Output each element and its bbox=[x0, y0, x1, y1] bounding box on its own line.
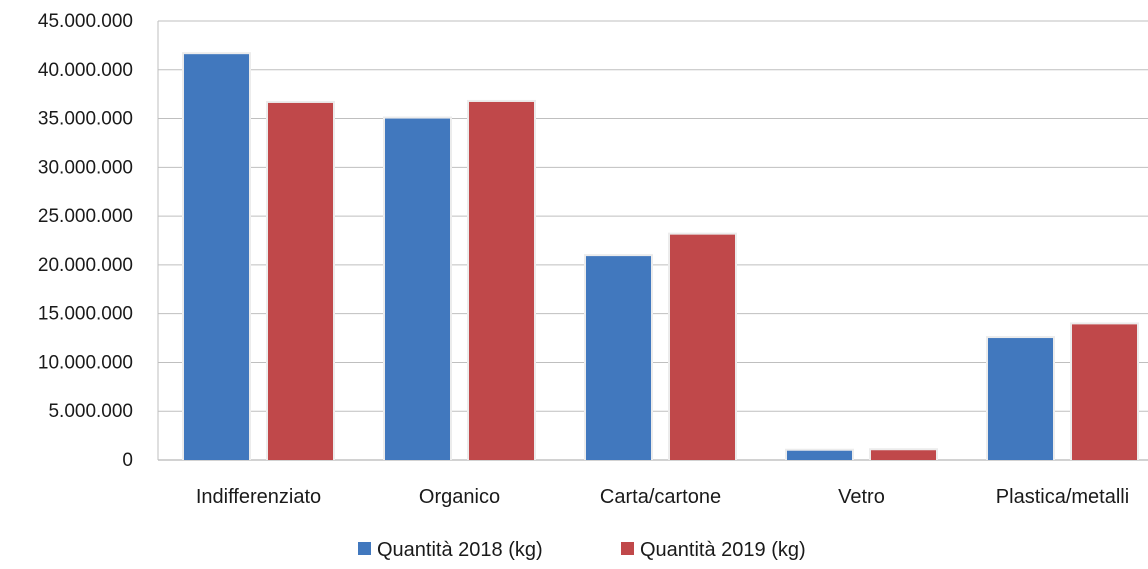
y-tick-label: 25.000.000 bbox=[38, 206, 133, 227]
legend-swatch bbox=[621, 542, 634, 555]
y-tick-label: 5.000.000 bbox=[48, 401, 133, 422]
bar bbox=[871, 450, 936, 460]
x-tick-label: Plastica/metalli bbox=[996, 486, 1129, 508]
bar bbox=[670, 234, 735, 460]
x-tick-label: Organico bbox=[419, 486, 500, 508]
y-tick-label: 30.000.000 bbox=[38, 157, 133, 178]
x-tick-label: Carta/cartone bbox=[600, 486, 721, 508]
bar bbox=[469, 101, 534, 461]
bar bbox=[268, 102, 333, 461]
bar bbox=[184, 54, 249, 461]
legend: Quantità 2018 (kg) Quantità 2019 (kg) bbox=[358, 539, 806, 561]
y-tick-label: 20.000.000 bbox=[38, 255, 133, 276]
legend-swatch bbox=[358, 542, 371, 555]
y-tick-label: 0 bbox=[122, 450, 133, 471]
bars bbox=[182, 52, 1139, 461]
bar bbox=[385, 118, 450, 461]
bar bbox=[586, 256, 651, 460]
y-tick-label: 15.000.000 bbox=[38, 304, 133, 325]
bar bbox=[1072, 324, 1137, 460]
y-tick-label: 45.000.000 bbox=[38, 11, 133, 32]
x-tick-label: Indifferenziato bbox=[196, 486, 321, 508]
bar bbox=[988, 338, 1053, 460]
x-axis-tick-labels: Indifferenziato Organico Carta/cartone Vetr… bbox=[196, 486, 1129, 508]
legend-label: Quantità 2019 (kg) bbox=[640, 539, 806, 561]
y-tick-label: 35.000.000 bbox=[38, 109, 133, 130]
y-tick-label: 10.000.000 bbox=[38, 352, 133, 373]
legend-label: Quantità 2018 (kg) bbox=[377, 539, 543, 561]
x-tick-label: Vetro bbox=[838, 486, 885, 508]
y-tick-label: 40.000.000 bbox=[38, 60, 133, 81]
y-axis-tick-labels: 0 5.000.000 10.000.000 15.000.000 20.000.000… bbox=[38, 11, 133, 471]
bar bbox=[787, 450, 852, 460]
